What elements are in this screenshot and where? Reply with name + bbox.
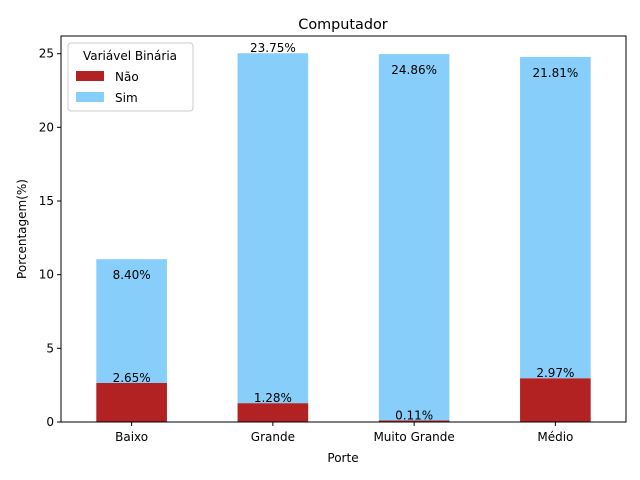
y-tick-label: 20 bbox=[39, 120, 54, 134]
bar-sim-medio bbox=[520, 56, 591, 379]
x-tick-label-grande: Grande bbox=[251, 430, 295, 444]
x-axis-label: Porte bbox=[327, 451, 358, 465]
y-tick-label: 0 bbox=[46, 415, 54, 429]
data-label-nao-baixo: 2.65% bbox=[113, 371, 151, 385]
data-label-sim-grande: 23.75% bbox=[250, 41, 296, 55]
bar-nao-medio bbox=[520, 378, 591, 422]
bar-sim-muito-grande bbox=[378, 54, 450, 421]
data-label-sim-baixo: 8.40% bbox=[113, 268, 151, 282]
y-tick-label: 15 bbox=[39, 194, 54, 208]
bars-layer bbox=[96, 53, 591, 422]
y-tick-label: 5 bbox=[46, 341, 54, 355]
legend-title: Variável Binária bbox=[83, 49, 177, 63]
data-label-sim-medio: 21.81% bbox=[532, 66, 578, 80]
legend: Variável Binária Não Sim bbox=[67, 42, 194, 112]
x-tick-label-baixo: Baixo bbox=[115, 430, 148, 444]
plot-frame bbox=[60, 35, 627, 423]
data-label-sim-muito-grande: 24.86% bbox=[391, 63, 437, 77]
bar-nao-baixo bbox=[96, 382, 167, 422]
x-axis: Baixo Grande Muito Grande Médio bbox=[115, 422, 573, 444]
bar-sim-grande bbox=[237, 53, 309, 404]
bar-nao-muito-grande bbox=[378, 420, 450, 422]
legend-label-sim: Sim bbox=[115, 91, 138, 105]
y-tick-label: 10 bbox=[39, 268, 54, 282]
chart-title: Computador bbox=[298, 17, 388, 33]
data-label-nao-muito-grande: 0.11% bbox=[395, 408, 433, 422]
bar-sim-baixo bbox=[96, 259, 167, 383]
legend-swatch-sim bbox=[76, 92, 104, 102]
y-axis-label: Porcentagem(%) bbox=[15, 179, 29, 279]
y-axis: 0 5 10 15 20 25 bbox=[39, 47, 61, 429]
data-label-nao-medio: 2.97% bbox=[536, 366, 574, 380]
legend-label-nao: Não bbox=[115, 70, 139, 84]
legend-swatch-nao bbox=[76, 71, 104, 81]
x-tick-label-medio: Médio bbox=[537, 430, 573, 444]
x-tick-label-muito-grande: Muito Grande bbox=[373, 430, 454, 444]
data-label-nao-grande: 1.28% bbox=[254, 391, 292, 405]
bar-nao-grande bbox=[237, 403, 309, 422]
data-labels-layer: 2.65% 8.40% 1.28% 23.75% 0.11% 24.86% 2.97% 21.… bbox=[113, 41, 579, 422]
y-tick-label: 25 bbox=[39, 47, 54, 61]
